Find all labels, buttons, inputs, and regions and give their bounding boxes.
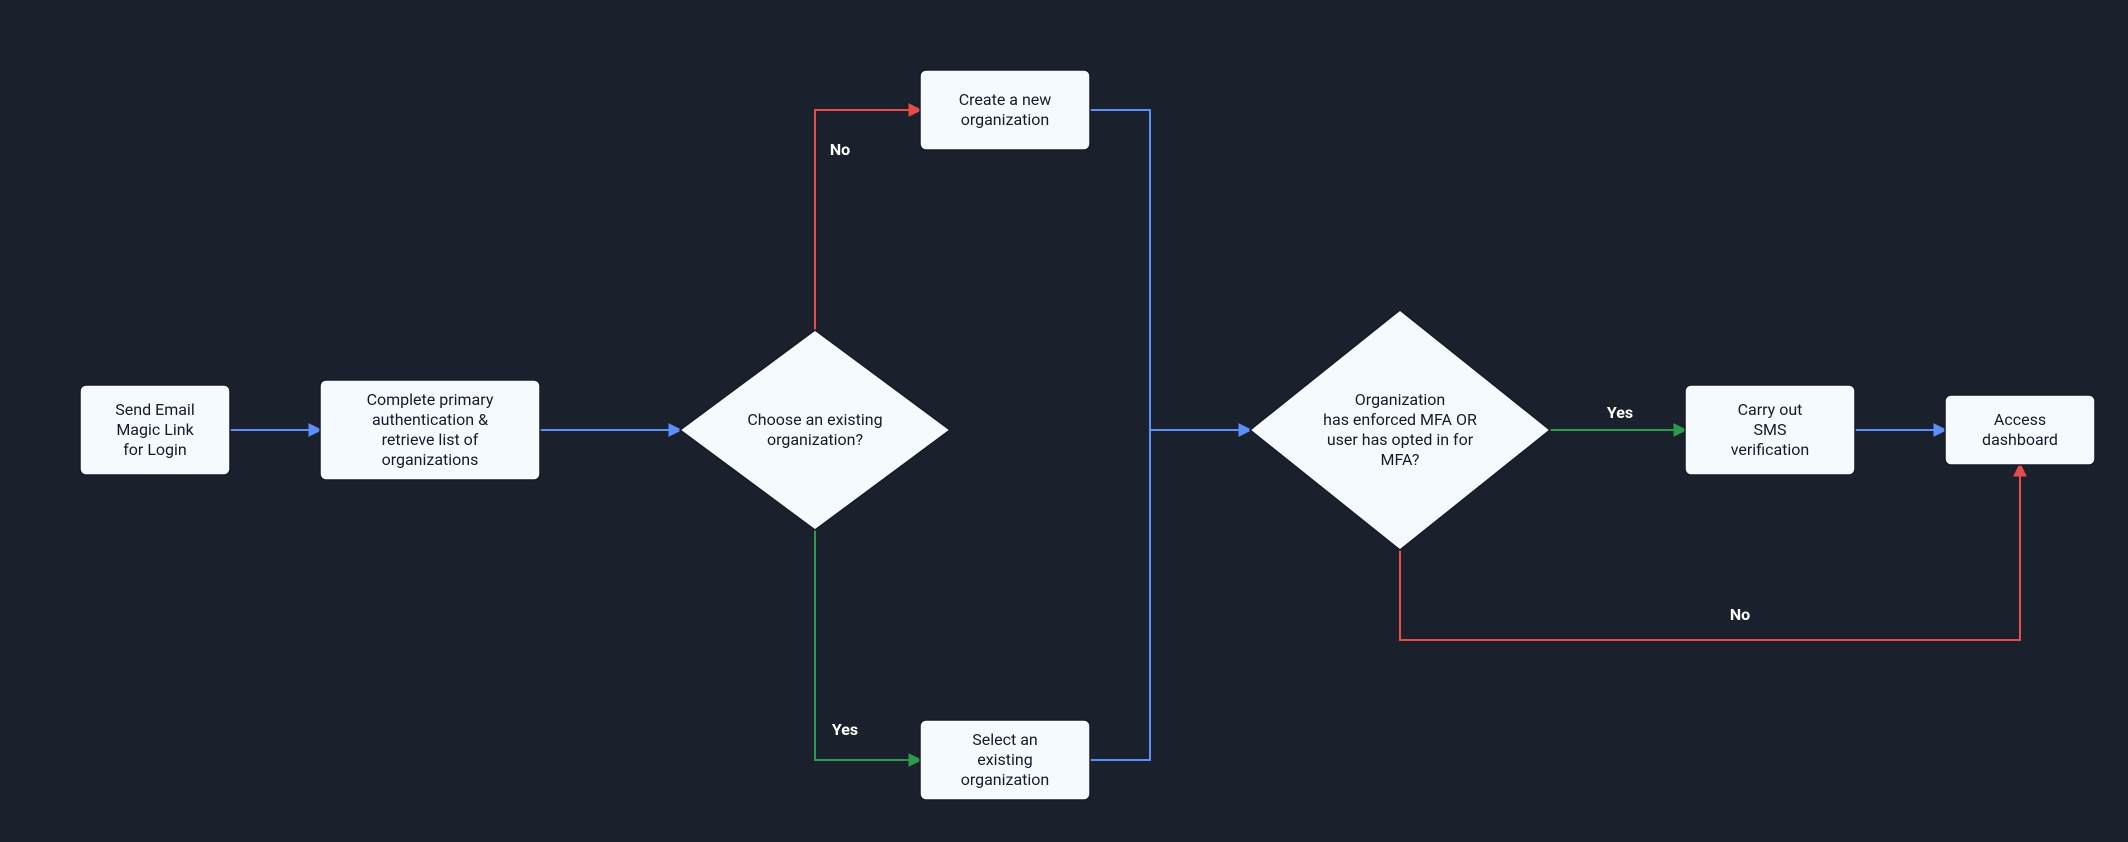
- edge-label: Yes: [1607, 403, 1633, 422]
- node-label: has enforced MFA OR: [1323, 410, 1477, 429]
- node-n7: Carry outSMSverification: [1685, 385, 1855, 475]
- node-label: MFA?: [1380, 450, 1419, 469]
- node-label: user has opted in for: [1327, 430, 1474, 449]
- node-n8: Accessdashboard: [1945, 395, 2095, 465]
- node-label: Access: [1994, 410, 2046, 429]
- node-label: retrieve list of: [382, 430, 479, 449]
- node-label: Select an: [972, 730, 1037, 749]
- node-label: Create a new: [959, 90, 1052, 109]
- node-label: organization: [961, 110, 1050, 129]
- node-label: for Login: [123, 440, 187, 459]
- node-label: SMS: [1754, 420, 1787, 439]
- edge-label: No: [830, 140, 850, 159]
- node-label: dashboard: [1982, 430, 2058, 449]
- node-n1: Send EmailMagic Linkfor Login: [80, 385, 230, 475]
- node-label: organization: [961, 770, 1050, 789]
- node-label: authentication &: [372, 410, 488, 429]
- node-n5: Select anexistingorganization: [920, 720, 1090, 800]
- node-label: Organization: [1355, 390, 1445, 409]
- node-n2: Complete primaryauthentication &retrieve…: [320, 380, 540, 480]
- node-label: Send Email: [115, 400, 194, 419]
- node-label: Carry out: [1738, 400, 1803, 419]
- node-label: Magic Link: [116, 420, 194, 439]
- node-label: Choose an existing: [747, 410, 882, 429]
- edge-label: No: [1730, 605, 1750, 624]
- node-label: existing: [977, 750, 1033, 769]
- edge-label: Yes: [832, 720, 858, 739]
- node-n4: Create a neworganization: [920, 70, 1090, 150]
- node-label: Complete primary: [367, 390, 494, 409]
- node-label: verification: [1731, 440, 1809, 459]
- flowchart-canvas: No Yes Yes No Send EmailMagic Linkfor Login C…: [0, 0, 2128, 842]
- node-label: organization?: [767, 430, 863, 449]
- node-label: organizations: [382, 450, 479, 469]
